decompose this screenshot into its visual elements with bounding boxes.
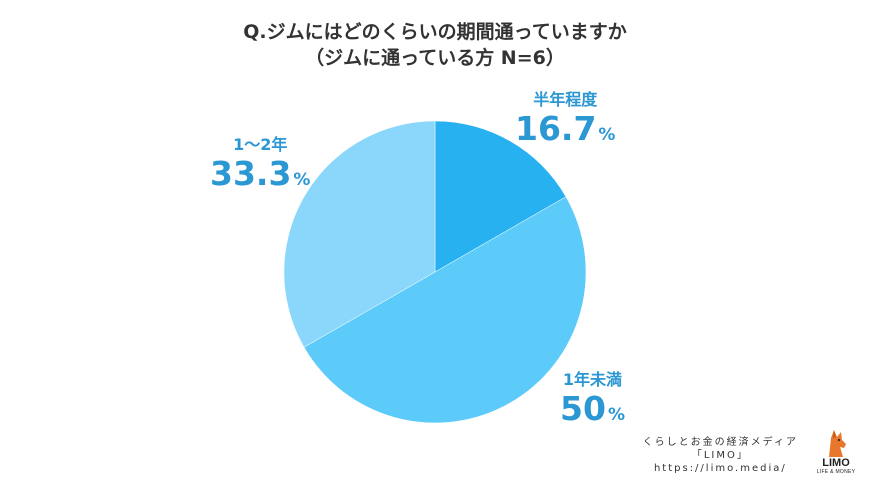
slice-value-half-year: 16.7%: [515, 110, 615, 154]
footer-line-2: 「LIMO」: [691, 450, 749, 461]
slice-category-half-year: 半年程度: [533, 90, 598, 109]
pie-slice-under-one-year: [303, 196, 587, 424]
logo-tagline: LIFE & MONEY: [816, 469, 856, 475]
slice-value-number-under-one-year: 50: [560, 389, 606, 428]
fox-icon: [829, 430, 846, 457]
limo-logo: LIMO LIFE & MONEY: [812, 428, 860, 478]
slice-label-one-two-years: 1～2年 33.3%: [210, 135, 310, 199]
slice-category-under-one-year: 1年未満: [562, 370, 623, 389]
footer-url: https://limo.media/: [653, 463, 787, 474]
footer-line-1: くらしとお金の経済メディア: [642, 437, 798, 448]
slice-value-under-one-year: 50%: [560, 390, 625, 434]
percent-sign: %: [598, 125, 616, 145]
chart-subtitle: （ジムに通っている方 N=6）: [305, 47, 565, 69]
slice-value-number-half-year: 16.7: [515, 109, 597, 148]
slice-value-one-two-years: 33.3%: [210, 155, 310, 199]
slice-label-under-one-year: 1年未満 50%: [560, 370, 625, 434]
percent-sign: %: [293, 170, 311, 190]
footer-credit: くらしとお金の経済メディア 「LIMO」 https://limo.media/: [643, 436, 798, 475]
slice-label-half-year: 半年程度 16.7%: [515, 90, 615, 154]
slice-category-one-two-years: 1～2年: [233, 135, 288, 154]
slice-value-number-one-two-years: 33.3: [210, 154, 292, 193]
percent-sign: %: [607, 405, 625, 425]
chart-title: Q.ジムにはどのくらいの期間通っていますか: [243, 21, 627, 43]
logo-wordmark: LIMO: [822, 457, 850, 469]
pie-slice-one-two-years: [283, 120, 436, 348]
pie-slice-half-year: [434, 120, 567, 273]
